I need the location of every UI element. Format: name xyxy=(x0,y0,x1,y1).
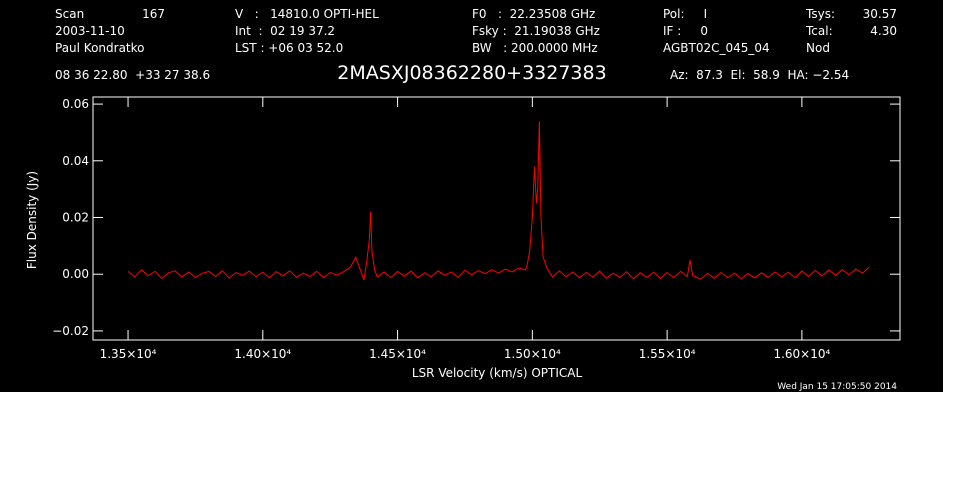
x-axis-label: LSR Velocity (km/s) OPTICAL xyxy=(412,366,583,380)
header-text: Int : 02 19 37.2 xyxy=(235,24,335,38)
background xyxy=(0,0,943,392)
header-text: 30.57 xyxy=(863,7,897,21)
header-text: 2003-11-10 xyxy=(55,24,125,38)
x-tick-label: 1.35×10⁴ xyxy=(100,347,157,361)
header-text: LST : +06 03 52.0 xyxy=(235,41,343,55)
x-tick-label: 1.55×10⁴ xyxy=(639,347,696,361)
spectrum-line xyxy=(127,121,870,281)
y-tick-label: 0.04 xyxy=(62,154,89,168)
header-text: Pol: I xyxy=(663,7,707,21)
chart-title: 2MASXJ08362280+3327383 xyxy=(337,62,606,84)
y-tick-label: −0.02 xyxy=(52,324,89,338)
timestamp: Wed Jan 15 17:05:50 2014 xyxy=(777,382,897,392)
header-text: Tsys: xyxy=(805,7,835,21)
header-text: AGBT02C_045_04 xyxy=(663,41,770,55)
y-tick-label: 0.06 xyxy=(62,97,89,111)
header-text: 08 36 22.80 +33 27 38.6 xyxy=(55,68,210,82)
header-text: 4.30 xyxy=(870,24,897,38)
y-tick-label: 0.00 xyxy=(62,267,89,281)
header-text: Nod xyxy=(806,41,830,55)
header-text: BW : 200.0000 MHz xyxy=(472,41,598,55)
header-text: V : 14810.0 OPTI-HEL xyxy=(235,7,379,21)
header-text: Tcal: xyxy=(805,24,833,38)
x-tick-label: 1.40×10⁴ xyxy=(234,347,291,361)
header-text: Paul Kondratko xyxy=(55,41,145,55)
header-text: F0 : 22.23508 GHz xyxy=(472,7,595,21)
header-text: Scan xyxy=(55,7,84,21)
header-text: Fsky : 21.19038 GHz xyxy=(472,24,600,38)
header-text: IF : 0 xyxy=(663,24,708,38)
x-tick-label: 1.45×10⁴ xyxy=(369,347,426,361)
x-tick-label: 1.50×10⁴ xyxy=(504,347,561,361)
y-tick-label: 0.02 xyxy=(62,211,89,225)
plot-frame xyxy=(92,96,901,341)
header-text: Az: 87.3 El: 58.9 HA: −2.54 xyxy=(670,68,849,82)
y-axis-label: Flux Density (Jy) xyxy=(25,171,39,269)
header-text: 167 xyxy=(142,7,165,21)
x-tick-label: 1.60×10⁴ xyxy=(773,347,830,361)
